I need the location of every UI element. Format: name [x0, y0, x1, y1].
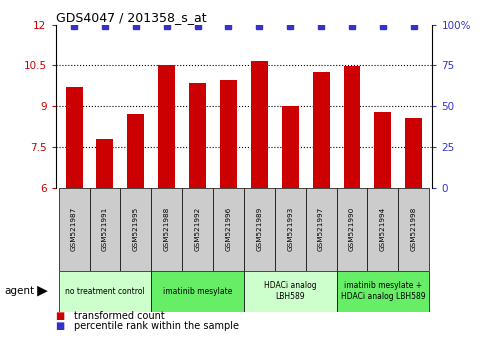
Bar — [368, 188, 398, 271]
Bar — [405, 118, 422, 188]
Text: ■: ■ — [56, 311, 65, 321]
Bar — [398, 188, 429, 271]
Bar — [244, 188, 275, 271]
Text: GSM521995: GSM521995 — [133, 207, 139, 251]
Text: no treatment control: no treatment control — [65, 287, 145, 296]
Bar — [97, 139, 114, 188]
Bar — [58, 271, 151, 312]
Text: GSM521991: GSM521991 — [102, 207, 108, 251]
Text: GSM521993: GSM521993 — [287, 207, 293, 251]
Bar — [244, 271, 337, 312]
Text: GSM521987: GSM521987 — [71, 207, 77, 251]
Text: imatinib mesylate +
HDACi analog LBH589: imatinib mesylate + HDACi analog LBH589 — [341, 281, 425, 301]
Text: ■: ■ — [56, 321, 65, 331]
Bar — [220, 80, 237, 188]
Text: GSM521989: GSM521989 — [256, 207, 262, 251]
Text: agent: agent — [5, 286, 35, 296]
Bar — [128, 114, 144, 188]
Text: GSM521990: GSM521990 — [349, 207, 355, 251]
Text: GSM521996: GSM521996 — [226, 207, 231, 251]
Bar — [120, 188, 151, 271]
Bar — [151, 188, 182, 271]
Bar — [251, 62, 268, 188]
Bar — [58, 188, 89, 271]
Bar — [337, 271, 429, 312]
Bar — [182, 188, 213, 271]
Bar — [189, 83, 206, 188]
Bar — [337, 188, 368, 271]
Bar — [66, 87, 83, 188]
Bar — [374, 112, 391, 188]
Bar — [313, 72, 329, 188]
Bar — [158, 65, 175, 188]
Text: HDACi analog
LBH589: HDACi analog LBH589 — [264, 281, 316, 301]
Bar — [343, 66, 360, 188]
Text: GSM521997: GSM521997 — [318, 207, 324, 251]
Text: GSM521988: GSM521988 — [164, 207, 170, 251]
Text: GDS4047 / 201358_s_at: GDS4047 / 201358_s_at — [56, 11, 206, 24]
Bar — [282, 106, 298, 188]
Text: imatinib mesylate: imatinib mesylate — [163, 287, 232, 296]
Text: GSM521992: GSM521992 — [195, 207, 200, 251]
Bar — [213, 188, 244, 271]
Bar — [89, 188, 120, 271]
Bar — [306, 188, 337, 271]
Text: percentile rank within the sample: percentile rank within the sample — [74, 321, 239, 331]
Text: GSM521994: GSM521994 — [380, 207, 386, 251]
Bar — [151, 271, 244, 312]
Text: transformed count: transformed count — [74, 311, 165, 321]
Text: GSM521998: GSM521998 — [411, 207, 417, 251]
Bar — [275, 188, 306, 271]
